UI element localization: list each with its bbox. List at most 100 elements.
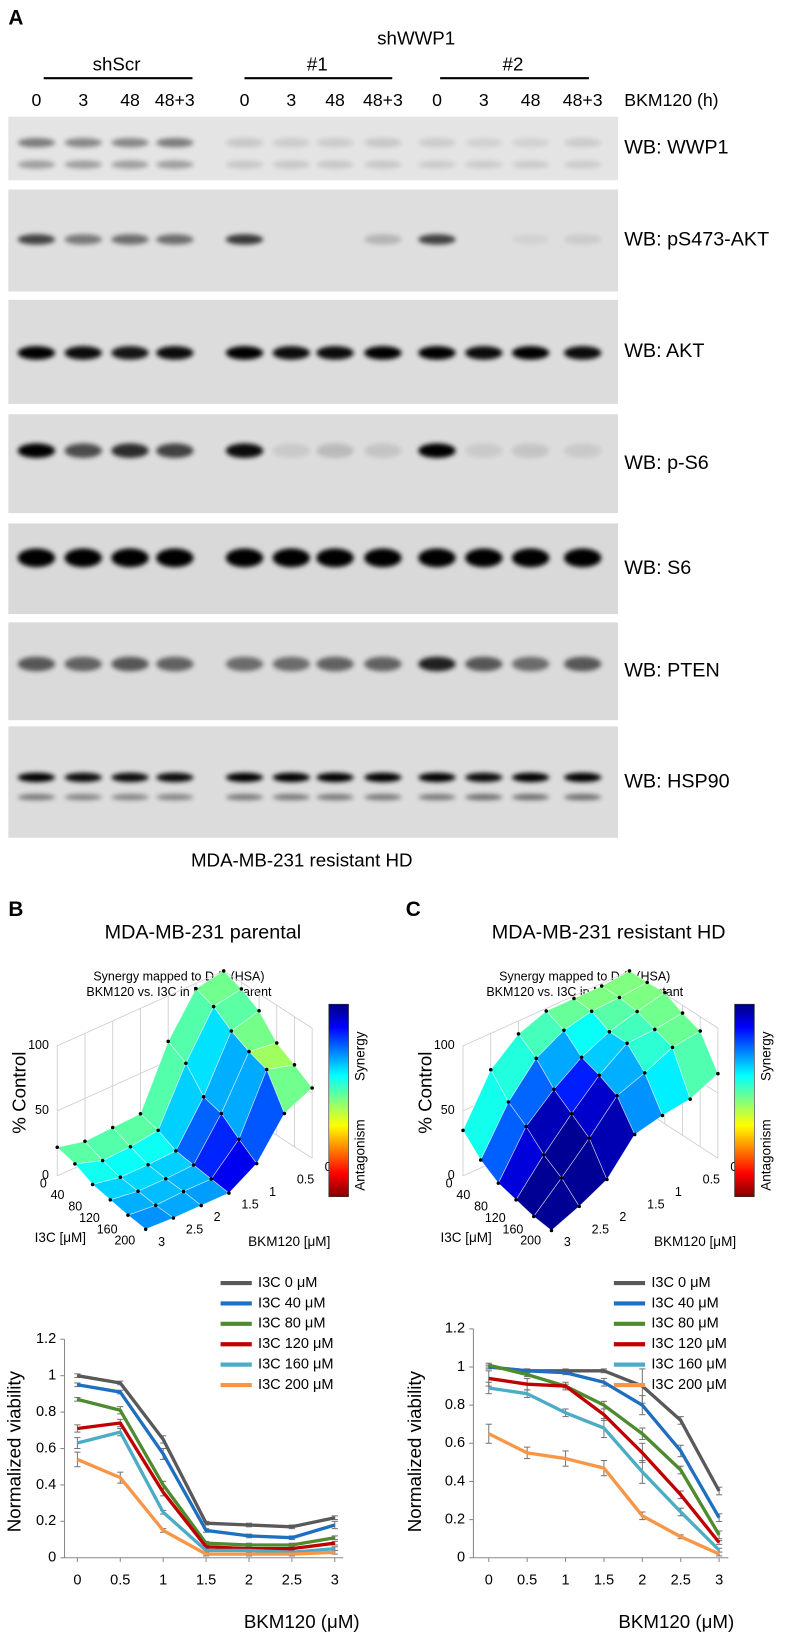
z-axis-label: % Control [415, 1052, 436, 1134]
surface-point [716, 1071, 720, 1076]
colorbar-label: Antagonism [758, 1119, 773, 1190]
blot-band [272, 772, 311, 783]
series-line [488, 1386, 721, 1552]
x-tick-label: 1 [159, 1572, 167, 1588]
blot-band [272, 160, 311, 169]
legend-label: I3C 200 μM [258, 1377, 334, 1393]
blot-band [563, 234, 602, 245]
chart-title: Synergy mapped to D-R (HSA) [93, 969, 264, 983]
z-tick-label: 0 [448, 1168, 455, 1182]
legend-label: I3C 200 μM [651, 1377, 726, 1393]
surface-point [209, 1177, 213, 1181]
blot-band [111, 160, 149, 169]
panel-label: A [8, 6, 23, 29]
blot-band [563, 160, 602, 169]
blot-band [64, 443, 102, 458]
blot-band [316, 772, 354, 783]
surface-point [660, 1113, 665, 1118]
surface-point [542, 1153, 546, 1157]
surface-point [100, 1158, 105, 1163]
blot-band [511, 443, 550, 458]
lane-label: 3 [286, 90, 296, 110]
blot-band [563, 443, 602, 458]
legend-label: I3C 160 μM [258, 1356, 334, 1372]
group-label: shScr [93, 54, 141, 75]
blot-band [511, 346, 550, 360]
y-tick-label: 80 [68, 1199, 82, 1213]
x-tick-label: 2.5 [186, 1222, 203, 1236]
y-tick-label: 120 [485, 1211, 506, 1225]
surface-point [126, 1213, 130, 1217]
blot-band [111, 443, 149, 458]
lane-label: 48+3 [563, 90, 603, 110]
surface-point [589, 1009, 594, 1014]
surface-point [531, 1214, 536, 1219]
x-tick-label: 1 [562, 1572, 570, 1588]
y-tick-label: 200 [520, 1234, 541, 1248]
blot-band [418, 548, 456, 568]
series-line [76, 1397, 336, 1547]
y-tick-label: 200 [114, 1234, 135, 1248]
blot-band [563, 772, 602, 783]
blot-band [64, 234, 102, 245]
x-tick-label: 0.5 [703, 1172, 720, 1186]
y-tick-label: 0 [446, 1177, 453, 1191]
x-tick-label: 3 [158, 1235, 165, 1249]
surface-point [274, 1041, 279, 1045]
blot-band [156, 138, 194, 148]
x-axis-label: BKM120 (μM) [618, 1611, 734, 1632]
surface-point [587, 1136, 592, 1140]
x-tick-label: 1 [269, 1185, 276, 1199]
surface-point [237, 1137, 241, 1141]
blot-band [17, 548, 56, 568]
legend-label: I3C 40 μM [651, 1295, 718, 1311]
blot-band [156, 656, 194, 672]
surface-point [201, 1095, 206, 1099]
surface-point [478, 1158, 483, 1162]
surface-point [549, 1228, 554, 1233]
blot-band [316, 794, 354, 801]
x-tick-label: 0 [325, 1160, 332, 1174]
blot-band [64, 656, 102, 672]
blot-band [272, 656, 311, 672]
blot-band [17, 656, 56, 672]
blot-band [364, 443, 402, 458]
x-tick-label: 2 [638, 1572, 646, 1588]
blot-band [64, 346, 102, 360]
surface-point [156, 1128, 160, 1133]
y-tick-label: 0.8 [36, 1404, 56, 1420]
x-tick-label: 1.5 [647, 1197, 664, 1211]
surface-point [572, 996, 576, 1001]
y-tick-label: 0.6 [445, 1435, 465, 1451]
blot-band [418, 346, 456, 360]
surface-point [239, 987, 244, 991]
blot-band [225, 138, 264, 148]
blot-band [156, 443, 194, 458]
surface-point [211, 1004, 216, 1009]
panel-title: MDA-MB-231 resistant HD [492, 922, 726, 944]
x-tick-label: 1.5 [241, 1197, 258, 1211]
surface-point [138, 1111, 143, 1116]
y-tick-label: 0.4 [445, 1473, 465, 1489]
series-line [77, 1383, 336, 1540]
surface-point [632, 1132, 637, 1137]
lane-label: 0 [240, 90, 250, 110]
blot-strip [8, 414, 619, 514]
x-tick-label: 2.5 [592, 1222, 609, 1236]
blot-band [364, 234, 402, 245]
blot-band [563, 138, 602, 148]
z-tick-label: 100 [28, 1038, 49, 1052]
panel-title: MDA-MB-231 parental [105, 922, 301, 944]
blot-band [17, 346, 56, 360]
surface-point [698, 1029, 703, 1033]
blot-band [364, 138, 402, 148]
blot-band [465, 794, 503, 801]
blot-band [111, 548, 149, 568]
series-line [488, 1365, 721, 1519]
legend-label: I3C 120 μM [651, 1336, 726, 1352]
blot-band [418, 138, 456, 148]
surface-point [247, 1049, 251, 1054]
blot-band [17, 772, 56, 783]
blot-band [156, 772, 194, 783]
y-tick-label: 0.4 [36, 1477, 56, 1493]
